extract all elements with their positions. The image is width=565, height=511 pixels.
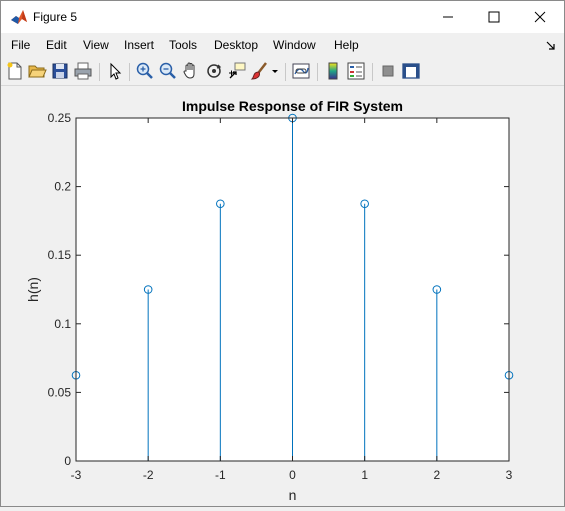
- toolbar-separator: [99, 63, 100, 81]
- y-tick-label: 0.2: [54, 180, 71, 194]
- colorbar-icon[interactable]: [323, 61, 343, 81]
- data-cursor-icon[interactable]: [227, 61, 247, 81]
- menu-help[interactable]: Help: [334, 38, 359, 52]
- x-tick-label: 1: [361, 468, 368, 482]
- dock-arrow-icon[interactable]: [546, 41, 556, 51]
- x-tick-label: 3: [506, 468, 513, 482]
- maximize-button[interactable]: [471, 1, 517, 33]
- menu-view[interactable]: View: [83, 38, 109, 52]
- x-tick-label: -2: [143, 468, 154, 482]
- x-tick-label: 0: [289, 468, 296, 482]
- x-tick-label: 2: [433, 468, 440, 482]
- menu-edit[interactable]: Edit: [46, 38, 67, 52]
- chart-title: Impulse Response of FIR System: [182, 98, 403, 114]
- stem-marker: [360, 199, 369, 209]
- matlab-logo-icon: [11, 10, 27, 24]
- zoom-in-icon[interactable]: [135, 61, 155, 81]
- zoom-out-icon[interactable]: [158, 61, 178, 81]
- stem-marker: [143, 285, 153, 294]
- menu-bar: File Edit View Insert Tools Desktop Wind…: [1, 33, 564, 57]
- menu-file[interactable]: File: [11, 38, 31, 52]
- toolbar-separator: [372, 63, 373, 81]
- link-plot-icon[interactable]: [291, 61, 311, 81]
- close-button[interactable]: [517, 1, 563, 33]
- x-tick-label: -3: [71, 468, 82, 482]
- menu-desktop[interactable]: Desktop: [214, 38, 259, 52]
- figure-toolbar: [1, 59, 564, 86]
- toolbar-separator: [317, 63, 318, 81]
- pointer-icon[interactable]: [105, 61, 125, 81]
- menu-insert[interactable]: Insert: [124, 38, 155, 52]
- minimize-button[interactable]: [425, 1, 471, 33]
- y-axis-label: h(n): [25, 277, 41, 302]
- maximize-icon: [488, 11, 500, 23]
- y-tick-label: 0.1: [54, 317, 71, 331]
- minimize-icon: [443, 16, 453, 18]
- stem-marker: [432, 285, 442, 294]
- title-bar[interactable]: Figure 5: [1, 1, 564, 33]
- figure-canvas: -3 -2 -1 0 1 2 3 0 0.05 0.1 0.15 0.2 0.25 Impulse R…: [1, 86, 564, 506]
- stem-plot: -3 -2 -1 0 1 2 3 0 0.05 0.1 0.15 0.2 0.25 Impulse R…: [25, 98, 514, 503]
- save-icon[interactable]: [50, 61, 70, 81]
- brush-dropdown-icon[interactable]: [270, 61, 280, 81]
- y-tick-label: 0.15: [48, 248, 72, 262]
- open-file-icon[interactable]: [27, 61, 47, 81]
- close-icon: [534, 11, 546, 23]
- rotate-3d-icon[interactable]: [204, 61, 224, 81]
- toolbar-separator: [285, 63, 286, 81]
- new-figure-icon[interactable]: [5, 61, 25, 81]
- legend-icon[interactable]: [346, 61, 366, 81]
- show-plot-tools-icon[interactable]: [401, 61, 421, 81]
- pan-hand-icon[interactable]: [181, 61, 201, 81]
- hide-plot-tools-icon[interactable]: [378, 61, 398, 81]
- stem-marker: [216, 199, 225, 209]
- toolbar-separator: [129, 63, 130, 81]
- x-tick-label: -1: [215, 468, 226, 482]
- print-icon[interactable]: [73, 61, 93, 81]
- brush-icon[interactable]: [250, 61, 270, 81]
- y-tick-label: 0.25: [48, 111, 72, 125]
- menu-tools[interactable]: Tools: [169, 38, 198, 52]
- x-axis-label: n: [289, 487, 297, 503]
- y-tick-label: 0.05: [48, 385, 72, 399]
- y-tick-label: 0: [64, 454, 71, 468]
- window-title: Figure 5: [33, 10, 78, 24]
- menu-window[interactable]: Window: [273, 38, 316, 52]
